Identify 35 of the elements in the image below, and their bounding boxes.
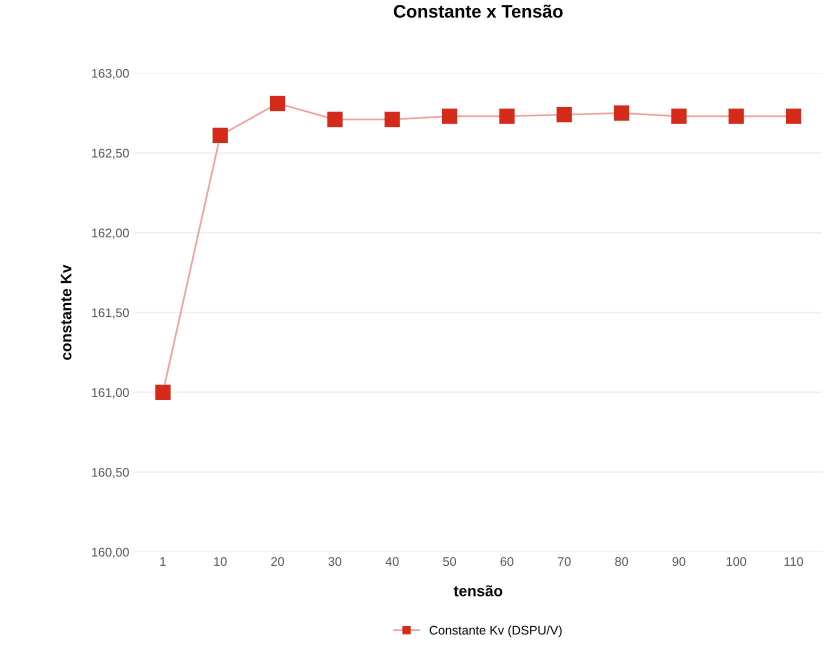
point (786, 108, 802, 124)
x-tick-label: 20 (271, 557, 284, 566)
point (327, 112, 343, 128)
x-tick-label: 80 (615, 557, 628, 566)
y-tick-label: 162,00 (92, 228, 129, 239)
y-tick-label: 161,00 (92, 388, 129, 398)
x-axis-title: tensão (454, 585, 502, 596)
x-tick-label: 50 (443, 557, 456, 566)
y-tick-label: 162,50 (92, 148, 129, 160)
x-tick-label: 100 (726, 557, 746, 566)
y-tick-label: 160,00 (92, 548, 129, 558)
chart-title: Constante x Tensão (394, 4, 563, 18)
x-tick-label: 10 (214, 557, 227, 566)
legend-label: Constante Kv (DSPU/V) (430, 625, 562, 638)
point (442, 108, 458, 124)
x-tick-label: 60 (500, 557, 514, 566)
y-tick-label: 160,50 (92, 468, 129, 478)
point (499, 108, 515, 124)
point (384, 112, 400, 128)
point (270, 96, 286, 112)
x-tick-label: 30 (328, 557, 342, 566)
x-tick-label: 110 (784, 557, 804, 566)
x-tick-label: 70 (558, 557, 571, 566)
y-tick-label: 161,50 (92, 308, 129, 319)
x-tick-label: 40 (386, 557, 399, 566)
x-tick-label: 90 (672, 557, 686, 566)
point (155, 384, 171, 400)
point (212, 128, 228, 144)
x-tick-label: 1 (160, 557, 166, 566)
point (728, 108, 744, 124)
y-axis-title: constante Kv (60, 264, 72, 360)
point (671, 108, 687, 124)
point (556, 107, 572, 122)
point (614, 105, 630, 121)
y-tick-label: 163,00 (92, 68, 129, 80)
